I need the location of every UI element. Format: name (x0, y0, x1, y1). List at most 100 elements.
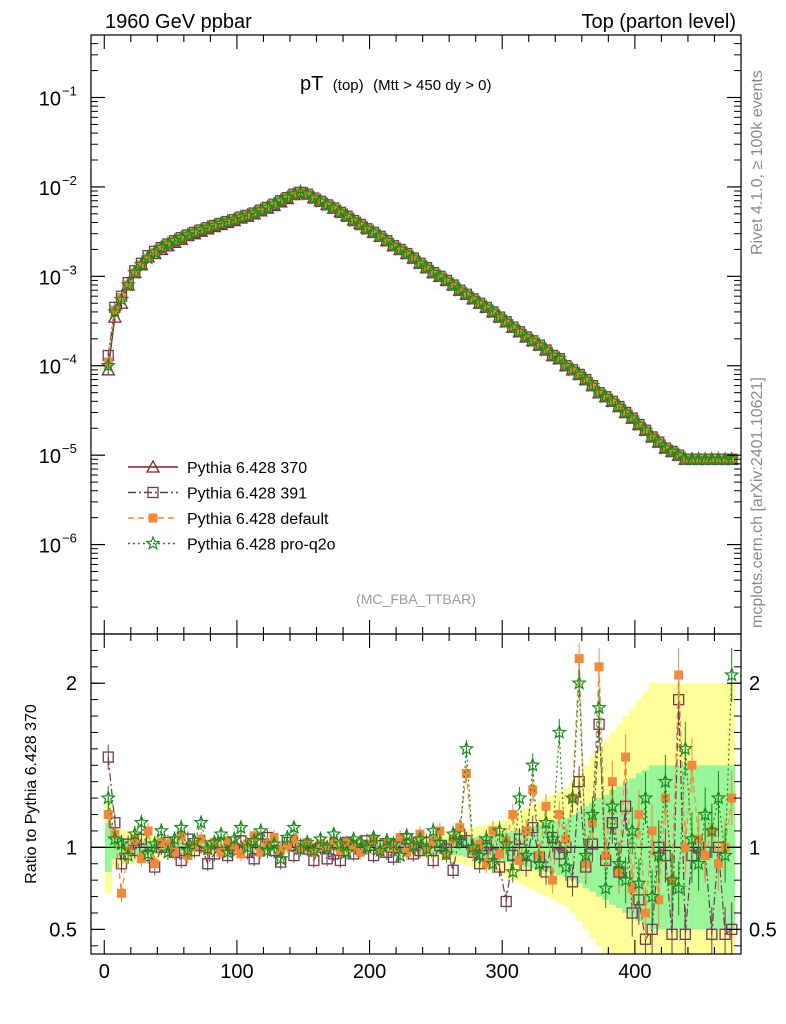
main-point (651, 433, 667, 449)
ratio-point (319, 839, 335, 854)
ratio-point (202, 858, 214, 870)
ratio-point (385, 835, 402, 851)
ratio-frame (90, 633, 742, 955)
main-point (452, 282, 468, 297)
legend-label: Pythia 6.428 391 (187, 486, 307, 503)
legend-marker (145, 459, 161, 473)
ratio-point (398, 827, 415, 843)
ratio-point (651, 847, 667, 863)
main-ytick-exp: −2 (62, 173, 77, 188)
ratio-point (481, 859, 491, 869)
ratio-point (597, 880, 614, 895)
main-point (365, 224, 382, 240)
main-point (213, 215, 229, 231)
ratio-point (495, 849, 505, 859)
ratio-point (573, 776, 585, 788)
ratio-point (554, 810, 564, 820)
ratio-ytick-label-right: 1 (749, 837, 760, 859)
legend-item-0: Pythia 6.428 370 (128, 459, 307, 477)
ratio-point (120, 847, 136, 863)
main-ytick-label: 10 (39, 178, 61, 200)
main-point (180, 226, 196, 242)
main-point (498, 313, 514, 329)
rivet-label: Rivet 4.1.0, ≥ 100k events (749, 70, 766, 255)
main-ytick-label: 10 (39, 536, 61, 558)
ratio-point (646, 923, 658, 936)
main-point (544, 347, 561, 363)
ratio-point (146, 835, 163, 851)
ratio-point (435, 826, 445, 836)
ratio-point (574, 654, 584, 664)
ratio-point (256, 847, 266, 857)
main-point (538, 341, 554, 357)
ratio-point (312, 830, 329, 846)
ratio-point (674, 670, 684, 680)
ratio-point (226, 830, 242, 846)
ratio-point (540, 866, 552, 878)
ratio-point (538, 814, 554, 830)
ratio-point (276, 846, 286, 856)
header-right: Top (parton level) (581, 11, 736, 33)
ratio-point (345, 830, 362, 846)
ratio-point (425, 822, 441, 838)
main-point (591, 384, 607, 400)
ratio-point (558, 858, 574, 874)
ratio-point (498, 835, 514, 851)
main-point (551, 350, 567, 366)
ratio-point (627, 883, 637, 893)
main-point (312, 193, 329, 208)
ratio-point (578, 847, 594, 863)
main-point (465, 290, 481, 306)
main-point (432, 268, 448, 283)
ratio-point (367, 849, 380, 862)
ratio-ytick-label: 2 (66, 673, 77, 695)
ratio-point (339, 844, 355, 859)
ratio-point (289, 834, 299, 844)
ratio-point (500, 895, 512, 908)
main-ytick-exp: −5 (62, 441, 77, 456)
ratio-point (518, 847, 534, 863)
main-ytick-label: 10 (39, 357, 61, 379)
legend: Pythia 6.428 370 Pythia 6.428 391 Pythia 6… (128, 459, 336, 554)
ratio-point (566, 876, 579, 888)
ratio-point (170, 847, 180, 857)
ratio-point (412, 830, 428, 846)
ratio-point (591, 699, 607, 715)
ratio-point (657, 773, 674, 789)
ratio-point (511, 789, 528, 805)
ratio-point (266, 835, 282, 851)
ratio-point (607, 777, 617, 787)
main-ytick-exp: −1 (62, 83, 77, 98)
ratio-point (508, 810, 518, 820)
ratio-point (703, 822, 720, 838)
ratio-point (306, 842, 322, 858)
ratio-point (488, 826, 498, 836)
ratio-point (475, 839, 485, 849)
ratio-point (447, 864, 459, 876)
main-point (670, 447, 687, 462)
main-point (146, 244, 163, 260)
ratio-point (176, 831, 186, 841)
main-point (113, 291, 130, 307)
ratio-point (640, 908, 650, 918)
legend-marker (148, 513, 158, 523)
ratio-point (140, 845, 156, 861)
ratio-point (378, 832, 395, 848)
main-point (246, 204, 262, 220)
ratio-point (525, 757, 541, 772)
ratio-point (710, 789, 727, 805)
ratio-point (521, 826, 531, 836)
main-point (107, 303, 123, 319)
ratio-point (102, 751, 114, 763)
main-point (657, 439, 674, 455)
ratio-point (544, 830, 561, 846)
main-point (352, 216, 369, 232)
main-point (385, 237, 402, 253)
main-axes: 10−610−510−410−310−210−1 (39, 34, 741, 634)
ratio-point (697, 806, 713, 822)
main-point (471, 295, 488, 310)
main-point (723, 451, 740, 466)
main-series-3 (100, 184, 740, 466)
ratio-point (438, 845, 455, 861)
plot-title: pT (top) (Mtt > 450 dy > 0) (300, 73, 491, 95)
